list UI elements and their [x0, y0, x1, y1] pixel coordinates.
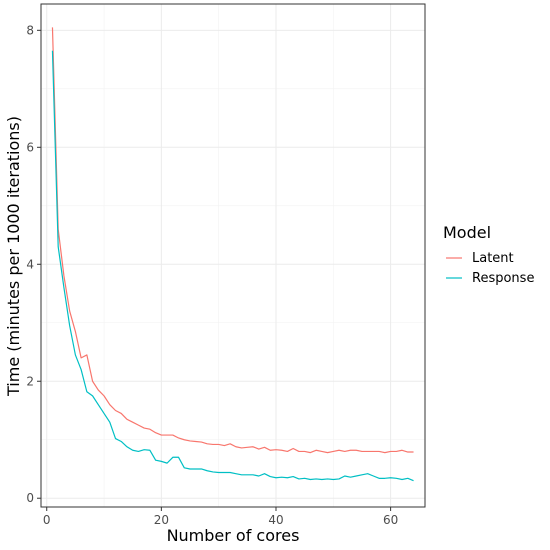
gridlines [41, 4, 425, 507]
series-lines [51, 27, 414, 482]
series-line-latent [51, 27, 414, 454]
panel-border [40, 3, 426, 508]
legend-label-latent: Latent [472, 251, 514, 266]
y-tick-label: 2 [26, 374, 34, 388]
x-axis-title: Number of cores [167, 526, 300, 545]
x-tick-label: 0 [43, 513, 51, 527]
y-tick-label: 8 [26, 23, 34, 37]
x-tick-label: 20 [154, 513, 169, 527]
legend-title: Model [443, 223, 491, 242]
x-tick-label: 40 [268, 513, 283, 527]
series-line-response [51, 50, 414, 482]
y-tick-label: 0 [26, 491, 34, 505]
x-tick-label: 60 [383, 513, 398, 527]
y-tick-label: 6 [26, 140, 34, 154]
legend-label-response: Response [472, 271, 534, 286]
y-axis-title: Time (minutes per 1000 iterations) [4, 116, 23, 397]
panel-background [41, 4, 425, 507]
y-tick-label: 4 [26, 257, 34, 271]
axes: 0 20 40 60 0 2 4 6 8 [26, 23, 398, 527]
legend: Model Latent Response [443, 223, 534, 286]
